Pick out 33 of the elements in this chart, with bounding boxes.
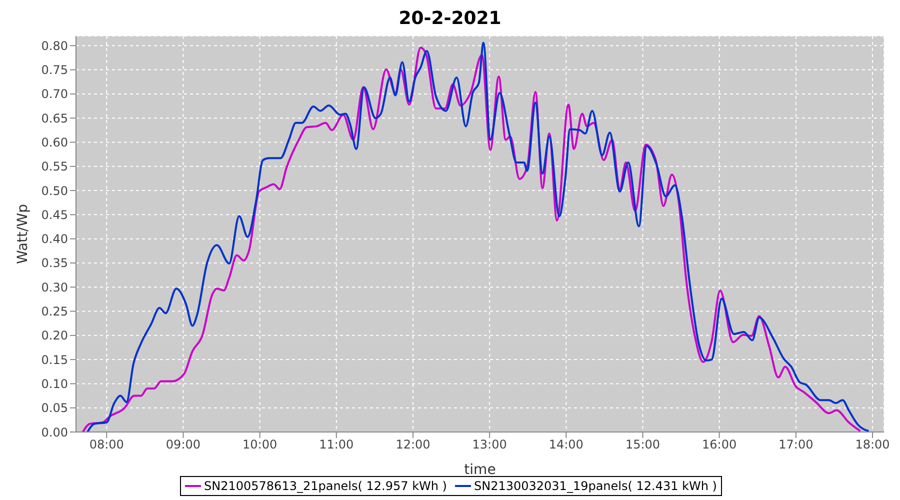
y-tick-label: 0.50 [41, 184, 68, 198]
y-tick-label: 0.25 [41, 304, 68, 319]
y-tick-label: 0.20 [41, 328, 68, 343]
y-tick-label: 0.05 [41, 401, 68, 416]
x-tick-label: 13:00 [472, 438, 507, 452]
legend-label: SN2130032031_19panels( 12.431 kWh ) [474, 479, 717, 493]
y-tick-label: 0.30 [41, 280, 68, 294]
legend-label: SN2100578613_21panels( 12.957 kWh ) [204, 479, 447, 493]
y-tick-label: 0.00 [41, 425, 68, 440]
y-tick-label: 0.10 [41, 376, 68, 391]
y-tick-label: 0.70 [41, 87, 68, 102]
x-tick-label: 14:00 [548, 438, 584, 452]
y-axis-title: Watt/Wp [14, 204, 31, 264]
chart-title: 20-2-2021 [398, 8, 502, 31]
y-tick-label: 0.40 [41, 232, 68, 246]
y-tick-label: 0.60 [41, 136, 68, 150]
x-tick-label: 18:00 [855, 438, 890, 452]
y-tick-label: 0.15 [41, 352, 68, 367]
y-tick-label: 0.55 [41, 160, 68, 174]
x-axis-title: time [464, 462, 496, 478]
y-tick-label: 0.65 [41, 111, 68, 126]
x-tick-label: 11:00 [319, 438, 354, 452]
y-tick-label: 0.75 [41, 63, 68, 78]
y-tick-label: 0.35 [41, 256, 68, 270]
y-tick-label: 0.80 [41, 38, 68, 53]
x-tick-label: 10:00 [242, 438, 278, 452]
x-tick-label: 15:00 [625, 438, 660, 452]
y-tick-label: 0.45 [41, 208, 68, 222]
x-tick-label: 09:00 [166, 438, 201, 452]
x-tick-label: 12:00 [396, 438, 430, 452]
x-tick-label: 08:00 [89, 438, 124, 452]
x-tick-label: 16:00 [702, 438, 737, 452]
x-tick-label: 17:00 [778, 438, 814, 452]
